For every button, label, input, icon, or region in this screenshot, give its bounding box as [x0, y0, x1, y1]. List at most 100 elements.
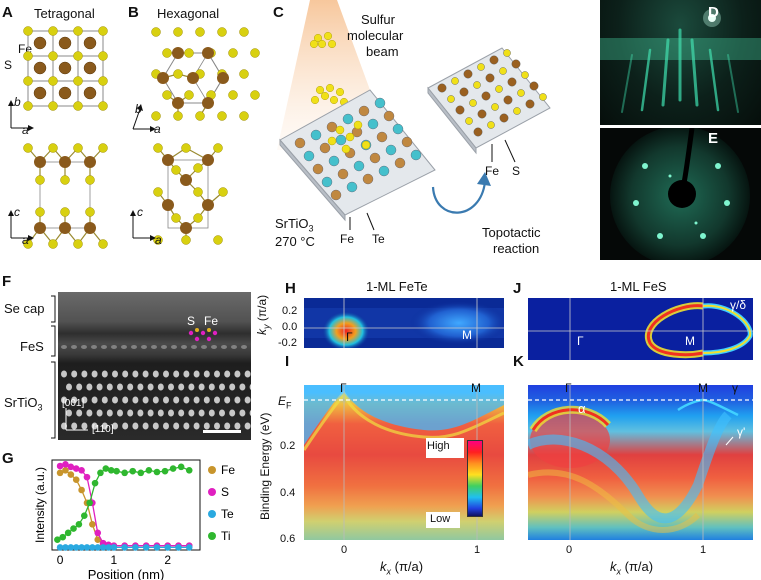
- s-atom: [218, 187, 228, 197]
- fermi-surface-fes: [528, 298, 753, 360]
- atom-column: [101, 422, 108, 430]
- atom-column: [117, 383, 123, 391]
- s-atom: [173, 111, 183, 121]
- sulfur-molecules: [309, 32, 349, 106]
- te-atom: [335, 134, 347, 146]
- atom-column: [244, 422, 251, 430]
- atom-column: [91, 396, 98, 404]
- s-atom: [73, 101, 83, 111]
- te-atom: [342, 113, 354, 125]
- point-te: [185, 544, 193, 551]
- tetragonal-structure-side: [23, 143, 108, 249]
- h-ytick-2: 0.0: [282, 321, 298, 333]
- fes-column: [151, 345, 157, 349]
- point-te: [142, 544, 150, 551]
- s-atom: [162, 48, 172, 58]
- point-te: [132, 544, 139, 551]
- stem-fe-label: Fe: [204, 314, 219, 328]
- fe-label-left: Fe: [340, 232, 355, 246]
- te-atom: [410, 149, 422, 161]
- point-te: [121, 544, 128, 551]
- k-xlabel: kx (π/a): [610, 559, 654, 577]
- fe-atom: [83, 36, 97, 50]
- legend-label-fe: Fe: [221, 463, 235, 477]
- s-atom: [239, 111, 249, 121]
- s-atom: [151, 27, 161, 37]
- panel-j-title: 1-ML FeS: [610, 279, 667, 294]
- fes-column: [121, 345, 127, 349]
- atom-column: [224, 396, 231, 404]
- atom-column: [142, 370, 149, 378]
- point-ti: [169, 465, 177, 472]
- atom-column: [81, 396, 88, 404]
- atom-column: [178, 409, 185, 417]
- point-s: [78, 466, 85, 474]
- fe-atom: [59, 156, 71, 168]
- fe-atom: [157, 72, 169, 84]
- s-atom: [477, 63, 485, 71]
- atom-column: [147, 409, 154, 417]
- s-atom: [451, 77, 459, 85]
- axes-b-top: [132, 104, 156, 132]
- fe-atom: [58, 36, 72, 50]
- te-atom: [374, 97, 386, 109]
- fe-atom: [369, 152, 381, 164]
- s-marker: [206, 336, 212, 342]
- stem-s-label: S: [187, 314, 196, 328]
- s-atom: [60, 207, 70, 217]
- panel-a-title: Tetragonal: [34, 6, 95, 21]
- s-atom: [48, 239, 58, 249]
- s-atom: [48, 101, 58, 111]
- sulfur-molecule: [316, 86, 325, 95]
- point-fe: [78, 486, 85, 494]
- legend-marker-te: [208, 510, 216, 518]
- point-ti: [64, 529, 72, 537]
- sulfur-molecule: [330, 95, 339, 104]
- point-fe: [56, 469, 64, 477]
- atom-column: [173, 370, 180, 378]
- s-atom: [239, 69, 249, 79]
- x-tick-label: 0: [57, 553, 64, 567]
- beam-label-3: beam: [366, 44, 399, 59]
- i-ytick-2: 0.4: [280, 487, 296, 499]
- s-atom: [23, 76, 33, 86]
- atom-column: [71, 422, 78, 430]
- atom-column: [66, 409, 72, 417]
- atom-column: [234, 396, 241, 404]
- atom-column: [137, 409, 144, 417]
- point-te: [62, 544, 69, 551]
- fe-atom: [394, 157, 406, 169]
- fes-column: [181, 345, 187, 349]
- s-atom: [517, 89, 525, 97]
- atom-column: [71, 370, 78, 378]
- fe-atom: [358, 105, 370, 117]
- te-atom: [310, 129, 322, 141]
- arpes-fete: [304, 385, 504, 540]
- right-substrate-fes: [427, 47, 551, 163]
- fe-marker: [195, 328, 199, 332]
- s-atom: [48, 51, 58, 61]
- temp-label: 270 °C: [275, 234, 315, 249]
- se-cap-label: Se cap: [4, 301, 45, 316]
- atom-column: [122, 370, 129, 378]
- s-atom: [23, 26, 33, 36]
- s-atom: [195, 111, 205, 121]
- atom-column: [117, 409, 123, 417]
- s-atom: [465, 117, 473, 125]
- x-axis-label: Position (nm): [88, 567, 165, 580]
- fes-column: [201, 345, 207, 349]
- atom-column: [106, 383, 113, 391]
- fe-atom: [34, 222, 46, 234]
- point-s: [56, 462, 64, 470]
- point-te: [110, 544, 118, 551]
- point-te: [175, 544, 182, 551]
- atom-column: [132, 422, 139, 430]
- k-xtick-1: 1: [700, 544, 707, 556]
- fe-atom: [326, 121, 338, 133]
- atom-column: [147, 383, 154, 391]
- atom-column: [249, 384, 251, 390]
- point-ti: [185, 466, 193, 474]
- point-ti: [91, 479, 99, 487]
- s-atom: [35, 207, 45, 217]
